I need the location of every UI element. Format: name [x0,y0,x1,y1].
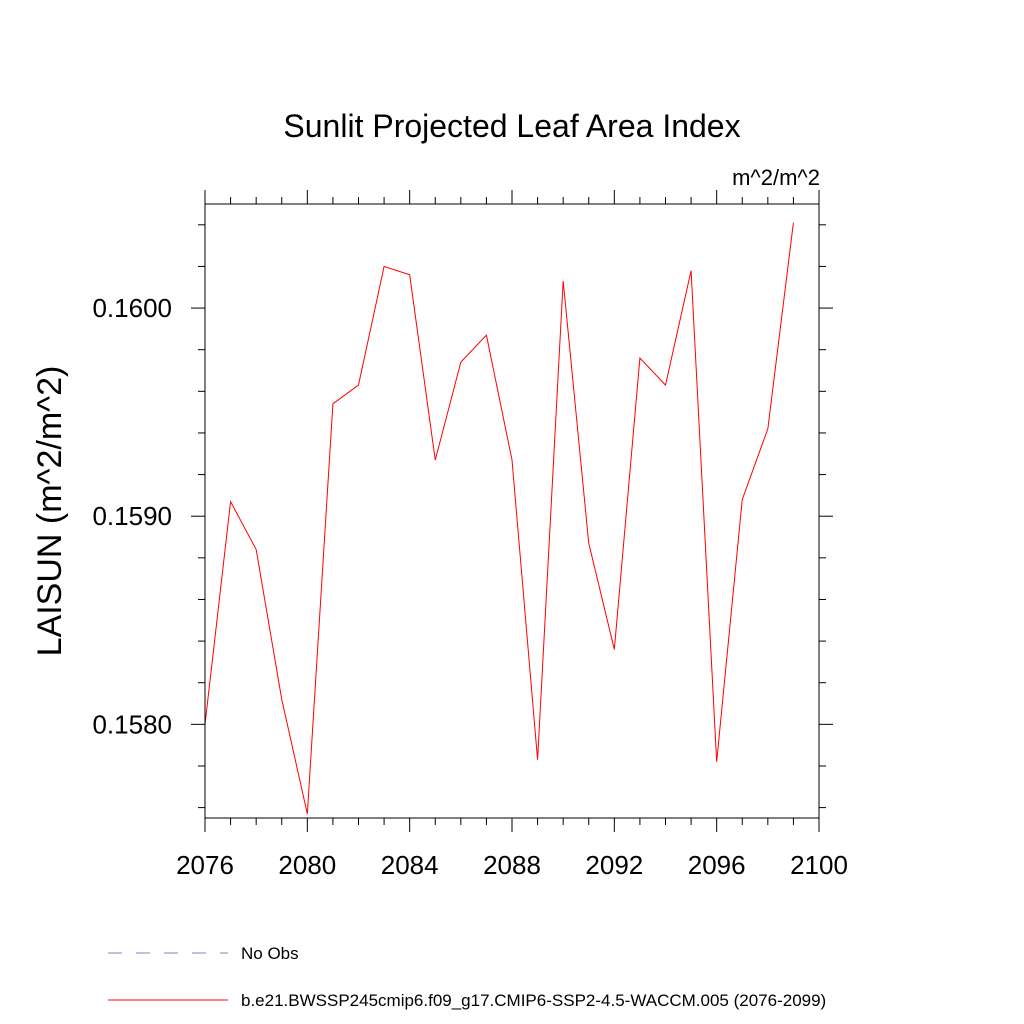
x-tick-label: 2084 [381,850,439,880]
chart-title: Sunlit Projected Leaf Area Index [283,108,740,144]
y-tick-label: 0.1590 [92,501,172,531]
x-tick-label: 2096 [688,850,746,880]
plot-frame [204,203,820,819]
y-tick-label: 0.1600 [92,293,172,323]
x-tick-label: 2092 [585,850,643,880]
axis-ticks [191,190,833,832]
x-tick-label: 2076 [176,850,234,880]
legend-label-model: b.e21.BWSSP245cmip6.f09_g17.CMIP6-SSP2-4… [241,991,826,1010]
x-tick-label: 2100 [790,850,848,880]
y-tick-label: 0.1580 [92,709,172,739]
legend-label-no-obs: No Obs [241,944,299,963]
x-tick-labels: 2076 2080 2084 2088 2092 2096 2100 [176,850,848,880]
series-group [204,222,794,814]
y-tick-labels: 0.1580 0.1590 0.1600 [92,293,172,739]
units-label: m^2/m^2 [732,165,820,190]
y-axis-label: LAISUN (m^2/m^2) [31,366,69,657]
series-line [204,222,794,814]
x-tick-label: 2080 [278,850,336,880]
legend: No Obs b.e21.BWSSP245cmip6.f09_g17.CMIP6… [108,944,826,1010]
x-tick-label: 2088 [483,850,541,880]
